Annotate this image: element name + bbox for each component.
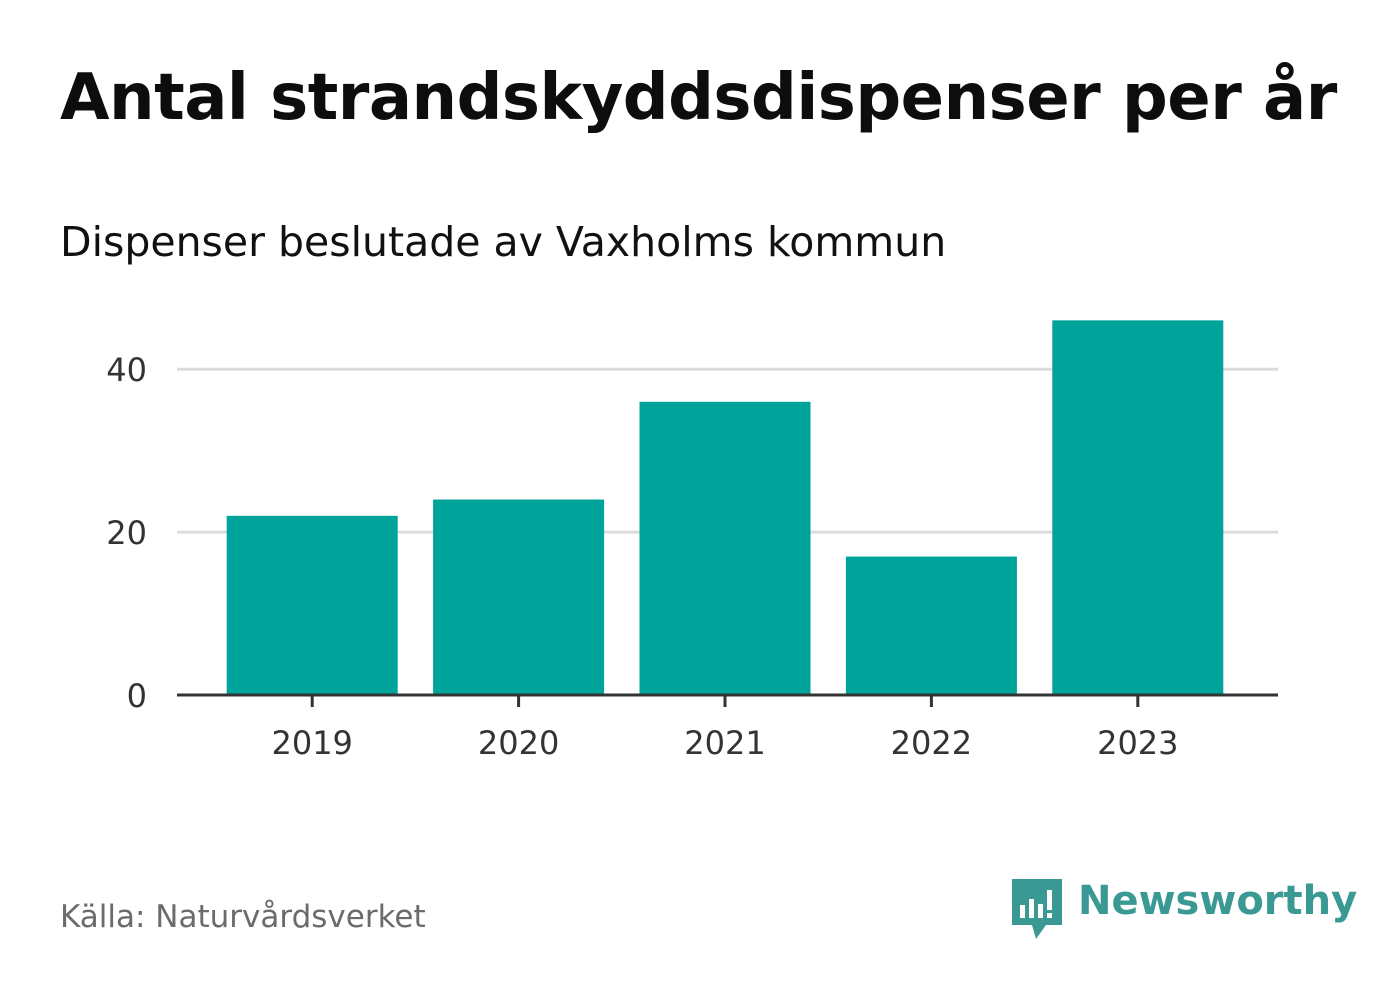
brand-logo: Newsworthy: [1012, 879, 1357, 943]
bar-2023: [1052, 320, 1224, 695]
brand-name: Newsworthy: [1078, 878, 1358, 924]
newsworthy-logo-icon: [1012, 879, 1062, 939]
y-tick-label: 0: [127, 677, 147, 715]
bar-2022: [845, 556, 1017, 695]
x-tick-label-2019: 2019: [271, 724, 352, 762]
y-tick-label: 40: [106, 351, 147, 389]
x-tick-label-2020: 2020: [478, 724, 559, 762]
source-note: Källa: Naturvårdsverket: [60, 899, 426, 935]
x-tick-label-2021: 2021: [684, 724, 765, 762]
bar-2021: [639, 401, 811, 695]
chart-title: Antal strandskyddsdispenser per år: [60, 61, 1337, 135]
bar-2020: [433, 499, 605, 695]
x-tick-label-2023: 2023: [1097, 724, 1178, 762]
x-tick-label-2022: 2022: [891, 724, 972, 762]
bars: [226, 320, 1224, 695]
y-axis: 0 20 40: [106, 351, 147, 715]
chart-subtitle: Dispenser beslutade av Vaxholms kommun: [60, 218, 947, 266]
y-tick-label: 20: [106, 514, 147, 552]
x-axis: 2019 2020 2021 2022 2023: [271, 695, 1179, 762]
bar-2019: [226, 515, 398, 695]
